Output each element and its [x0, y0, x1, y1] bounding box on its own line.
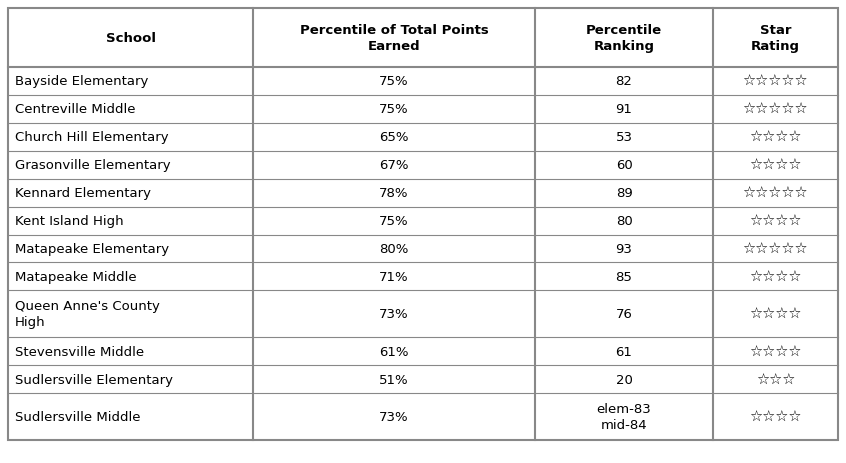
Text: 75%: 75%	[379, 214, 409, 227]
Text: Centreville Middle: Centreville Middle	[15, 103, 135, 116]
Text: 67%: 67%	[379, 159, 409, 172]
Text: Grasonville Elementary: Grasonville Elementary	[15, 159, 171, 172]
Text: ☆☆☆☆☆: ☆☆☆☆☆	[743, 186, 808, 200]
Text: 65%: 65%	[379, 131, 409, 144]
Text: 73%: 73%	[379, 307, 409, 321]
Bar	[8, 95, 838, 123]
Text: Kennard Elementary: Kennard Elementary	[15, 187, 151, 200]
Text: ☆☆☆☆: ☆☆☆☆	[749, 213, 802, 229]
Text: ☆☆☆☆☆: ☆☆☆☆☆	[743, 74, 808, 89]
Text: Percentile of Total Points
Earned: Percentile of Total Points Earned	[299, 24, 488, 53]
Text: ☆☆☆☆: ☆☆☆☆	[749, 344, 802, 359]
Text: ☆☆☆☆: ☆☆☆☆	[749, 158, 802, 173]
Text: Matapeake Elementary: Matapeake Elementary	[15, 243, 169, 256]
Bar	[8, 365, 838, 393]
Text: Sudlersville Elementary: Sudlersville Elementary	[15, 373, 173, 386]
Text: elem-83
mid-84: elem-83 mid-84	[596, 402, 651, 431]
Text: 61%: 61%	[379, 345, 409, 358]
Text: Percentile
Ranking: Percentile Ranking	[586, 24, 662, 53]
Bar	[8, 393, 838, 440]
Text: ☆☆☆☆: ☆☆☆☆	[749, 130, 802, 145]
Text: ☆☆☆☆☆: ☆☆☆☆☆	[743, 102, 808, 117]
Bar	[8, 291, 838, 338]
Bar	[8, 263, 838, 291]
Bar	[8, 338, 838, 365]
Text: ☆☆☆☆: ☆☆☆☆	[749, 269, 802, 284]
Text: Star
Rating: Star Rating	[751, 24, 799, 53]
Text: 85: 85	[616, 270, 633, 283]
Bar	[8, 9, 838, 68]
Text: 89: 89	[616, 187, 633, 200]
Bar	[8, 179, 838, 207]
Text: 76: 76	[616, 307, 633, 321]
Text: ☆☆☆☆: ☆☆☆☆	[749, 307, 802, 322]
Text: 53: 53	[616, 131, 633, 144]
Text: 71%: 71%	[379, 270, 409, 283]
Text: 75%: 75%	[379, 103, 409, 116]
Text: Matapeake Middle: Matapeake Middle	[15, 270, 137, 283]
Text: Kent Island High: Kent Island High	[15, 214, 124, 227]
Text: 78%: 78%	[379, 187, 409, 200]
Text: ☆☆☆☆☆: ☆☆☆☆☆	[743, 242, 808, 257]
Bar	[8, 151, 838, 179]
Bar	[8, 207, 838, 235]
Text: 61: 61	[616, 345, 633, 358]
Text: 80%: 80%	[379, 243, 409, 256]
Text: 20: 20	[616, 373, 633, 386]
Text: Stevensville Middle: Stevensville Middle	[15, 345, 145, 358]
Text: Church Hill Elementary: Church Hill Elementary	[15, 131, 169, 144]
Text: 60: 60	[616, 159, 633, 172]
Text: ☆☆☆☆: ☆☆☆☆	[749, 409, 802, 424]
Text: Sudlersville Middle: Sudlersville Middle	[15, 410, 140, 423]
Text: 75%: 75%	[379, 75, 409, 88]
Text: 51%: 51%	[379, 373, 409, 386]
Bar	[8, 235, 838, 263]
Text: Bayside Elementary: Bayside Elementary	[15, 75, 149, 88]
Text: School: School	[106, 32, 156, 45]
Text: ☆☆☆: ☆☆☆	[755, 372, 795, 387]
Text: Queen Anne's County
High: Queen Anne's County High	[15, 300, 160, 329]
Bar	[8, 68, 838, 95]
Text: 80: 80	[616, 214, 633, 227]
Bar	[8, 123, 838, 151]
Text: 91: 91	[616, 103, 633, 116]
Text: 93: 93	[616, 243, 633, 256]
Text: 73%: 73%	[379, 410, 409, 423]
Text: 82: 82	[616, 75, 633, 88]
